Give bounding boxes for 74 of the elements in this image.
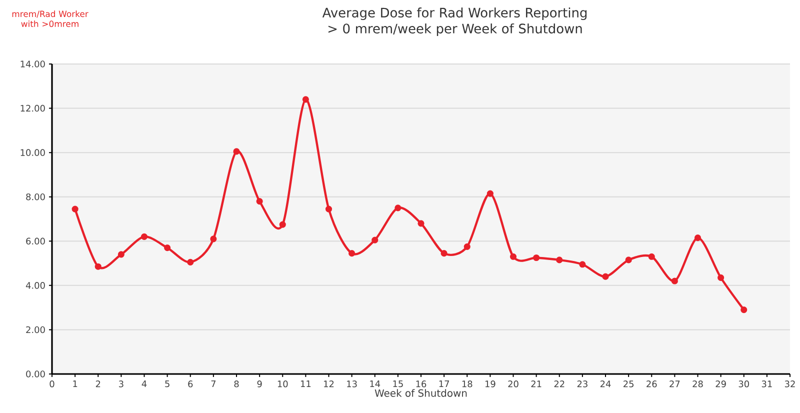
- y-axis-title: mrem/Rad Worker with >0mrem: [12, 10, 88, 28]
- point: [602, 273, 609, 280]
- point: [648, 253, 655, 260]
- x-tick-label: 15: [393, 380, 403, 388]
- x-tick-label: 3: [119, 380, 124, 388]
- x-tick-label: 11: [300, 380, 311, 388]
- x-axis-title: Week of Shutdown: [374, 389, 467, 397]
- x-tick-label: 2: [96, 380, 100, 388]
- point: [325, 206, 332, 212]
- point: [187, 258, 194, 266]
- x-tick-label: 32: [784, 380, 795, 388]
- x-tick-label: 5: [165, 380, 170, 388]
- point: [579, 261, 586, 268]
- x-tick-label: 20: [508, 380, 518, 388]
- x-tick-label: 0: [50, 380, 54, 388]
- x-tick-label: 16: [416, 380, 426, 388]
- x-tick-label: 22: [554, 380, 564, 388]
- point: [140, 233, 148, 240]
- point: [486, 190, 494, 197]
- point: [348, 250, 356, 257]
- y-tick-label: 10.00: [20, 149, 45, 156]
- x-tick-label: 21: [531, 380, 542, 388]
- x-tick-label: 19: [485, 380, 496, 388]
- point: [372, 236, 378, 244]
- x-tick-label: 23: [577, 380, 588, 388]
- point: [394, 204, 402, 212]
- y-tick-label: 6.00: [26, 238, 45, 245]
- x-tick-label: 13: [347, 380, 357, 388]
- x-tick-label: 28: [692, 380, 703, 388]
- x-tick-label: 18: [462, 380, 472, 388]
- point: [418, 220, 424, 227]
- point: [279, 221, 286, 228]
- x-tick-label: 14: [370, 380, 380, 388]
- x-tick-label: 31: [762, 380, 772, 388]
- y-tick-label: 2.00: [26, 326, 45, 334]
- x-tick-label: 4: [142, 380, 147, 388]
- point: [556, 256, 563, 264]
- point: [510, 253, 517, 260]
- y-tick-label: 14.00: [20, 60, 45, 68]
- x-tick-label: 27: [670, 380, 680, 388]
- chart-title: Average Dose for Rad Workers Reporting > 0 mrem/week per Week of Shutdown: [322, 8, 587, 36]
- x-tick-label: 8: [234, 380, 239, 388]
- x-tick-label: 9: [257, 380, 262, 388]
- y-tick-label: 4.00: [26, 282, 45, 289]
- point: [94, 263, 102, 270]
- y-tick-label: 0.00: [26, 370, 45, 378]
- point: [210, 236, 217, 242]
- point: [694, 234, 702, 242]
- point: [164, 244, 171, 252]
- point: [118, 251, 124, 258]
- y-tick-label: 12.00: [20, 104, 45, 112]
- y-tick-label: 8.00: [26, 193, 45, 200]
- point: [440, 250, 448, 257]
- point: [256, 198, 263, 205]
- point: [718, 274, 724, 281]
- point: [740, 306, 748, 314]
- point: [302, 96, 309, 103]
- x-tick-label: 1: [73, 380, 78, 388]
- point: [464, 243, 470, 250]
- point: [233, 148, 240, 155]
- x-tick-label: 30: [738, 380, 749, 388]
- point: [625, 256, 632, 264]
- x-tick-label: 10: [278, 380, 288, 388]
- x-tick-label: 12: [324, 380, 334, 388]
- x-tick-label: 29: [716, 380, 726, 388]
- x-tick-label: 6: [188, 380, 193, 388]
- point: [533, 254, 540, 262]
- x-tick-label: 7: [211, 380, 216, 388]
- x-tick-label: 17: [439, 380, 449, 388]
- point: [671, 278, 678, 284]
- x-tick-label: 26: [646, 380, 657, 388]
- x-tick-label: 24: [600, 380, 611, 388]
- point: [72, 206, 78, 212]
- x-tick-label: 25: [624, 380, 634, 388]
